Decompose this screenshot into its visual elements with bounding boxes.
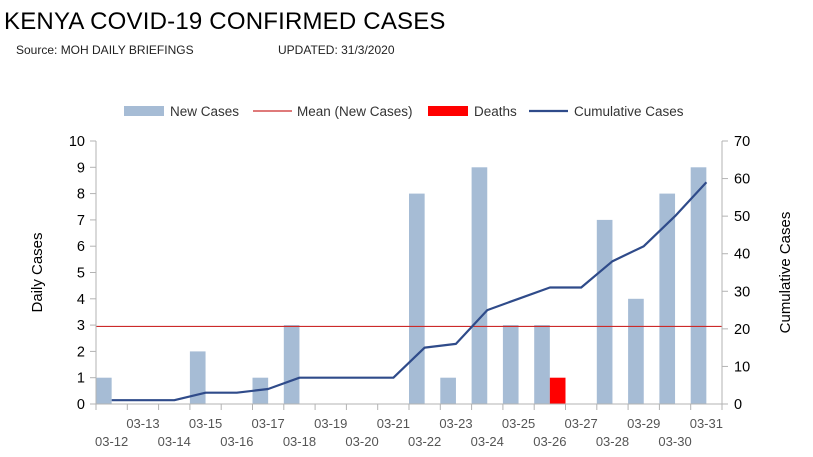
- bar-deaths-03-26: [549, 377, 566, 404]
- x-tick-label-03-21: 03-21: [377, 416, 410, 431]
- source-note: Source: MOH DAILY BRIEFINGS: [16, 43, 194, 57]
- y-left-tick-label: 2: [77, 344, 85, 360]
- legend-label-new-cases: New Cases: [170, 104, 239, 119]
- x-tick-label-03-18: 03-18: [283, 434, 316, 449]
- y-right-tick-label: 40: [734, 247, 750, 263]
- x-tick-label-03-12: 03-12: [95, 434, 128, 449]
- legend-label-cumulative: Cumulative Cases: [574, 104, 684, 119]
- y-left-tick-label: 9: [77, 160, 85, 176]
- bar-new-cases-03-18: [283, 325, 300, 404]
- y-left-tick-label: 8: [77, 187, 85, 203]
- x-tick-label-03-19: 03-19: [314, 416, 347, 431]
- y-axis-left-title: Daily Cases: [29, 232, 46, 312]
- bar-new-cases-03-30: [659, 193, 676, 404]
- x-tick-label-03-24: 03-24: [471, 434, 504, 449]
- y-right-tick-label: 10: [734, 359, 750, 375]
- y-right-tick-label: 50: [734, 209, 750, 225]
- legend-label-deaths: Deaths: [474, 104, 517, 119]
- x-tick-label-03-14: 03-14: [158, 434, 191, 449]
- bar-new-cases-03-22: [409, 193, 425, 404]
- chart-title: KENYA COVID-19 CONFIRMED CASES: [4, 8, 446, 35]
- y-left-tick-label: 6: [77, 239, 85, 255]
- y-left-tick-label: 10: [69, 134, 85, 150]
- y-right-tick-label: 0: [734, 397, 742, 413]
- x-tick-label-03-27: 03-27: [565, 416, 598, 431]
- bar-new-cases-03-15: [189, 351, 206, 404]
- x-tick-label-03-15: 03-15: [189, 416, 222, 431]
- updated-note: UPDATED: 31/3/2020: [278, 43, 395, 57]
- x-tick-label-03-29: 03-29: [627, 416, 660, 431]
- bar-new-cases-03-28: [596, 219, 613, 404]
- x-tick-label-03-31: 03-31: [690, 416, 723, 431]
- legend-swatch-deaths: [428, 106, 468, 116]
- legend-label-mean: Mean (New Cases): [297, 104, 413, 119]
- y-left-tick-label: 1: [77, 371, 85, 387]
- bar-new-cases-03-23: [440, 377, 456, 404]
- x-tick-label-03-20: 03-20: [345, 434, 378, 449]
- x-tick-label-03-28: 03-28: [596, 434, 629, 449]
- x-tick-label-03-17: 03-17: [252, 416, 285, 431]
- y-right-tick-label: 60: [734, 172, 750, 188]
- y-right-tick-label: 30: [734, 284, 750, 300]
- legend-swatch-new-cases: [124, 106, 164, 116]
- y-left-tick-label: 5: [77, 266, 85, 282]
- x-tick-label-03-23: 03-23: [439, 416, 472, 431]
- y-left-tick-label: 4: [77, 292, 85, 308]
- bar-new-cases-03-29: [628, 298, 644, 404]
- x-tick-label-03-30: 03-30: [658, 434, 691, 449]
- bar-new-cases-03-24: [471, 167, 488, 404]
- y-left-tick-label: 7: [77, 213, 85, 229]
- bar-new-cases-03-31: [690, 167, 707, 404]
- x-tick-label-03-25: 03-25: [502, 416, 535, 431]
- x-tick-label-03-26: 03-26: [533, 434, 566, 449]
- cumulative-cases-line: [111, 181, 708, 402]
- x-tick-label-03-13: 03-13: [126, 416, 159, 431]
- bar-new-cases-03-12: [96, 377, 112, 404]
- y-left-tick-label: 3: [77, 318, 85, 334]
- x-tick-label-03-16: 03-16: [220, 434, 253, 449]
- y-right-tick-label: 20: [734, 322, 750, 338]
- y-left-tick-label: 0: [77, 397, 85, 413]
- y-right-tick-label: 70: [734, 134, 750, 150]
- y-axis-right-title: Cumulative Cases: [777, 212, 794, 334]
- bar-new-cases-03-25: [502, 325, 519, 404]
- bar-new-cases-03-26: [534, 325, 550, 404]
- x-tick-label-03-22: 03-22: [408, 434, 441, 449]
